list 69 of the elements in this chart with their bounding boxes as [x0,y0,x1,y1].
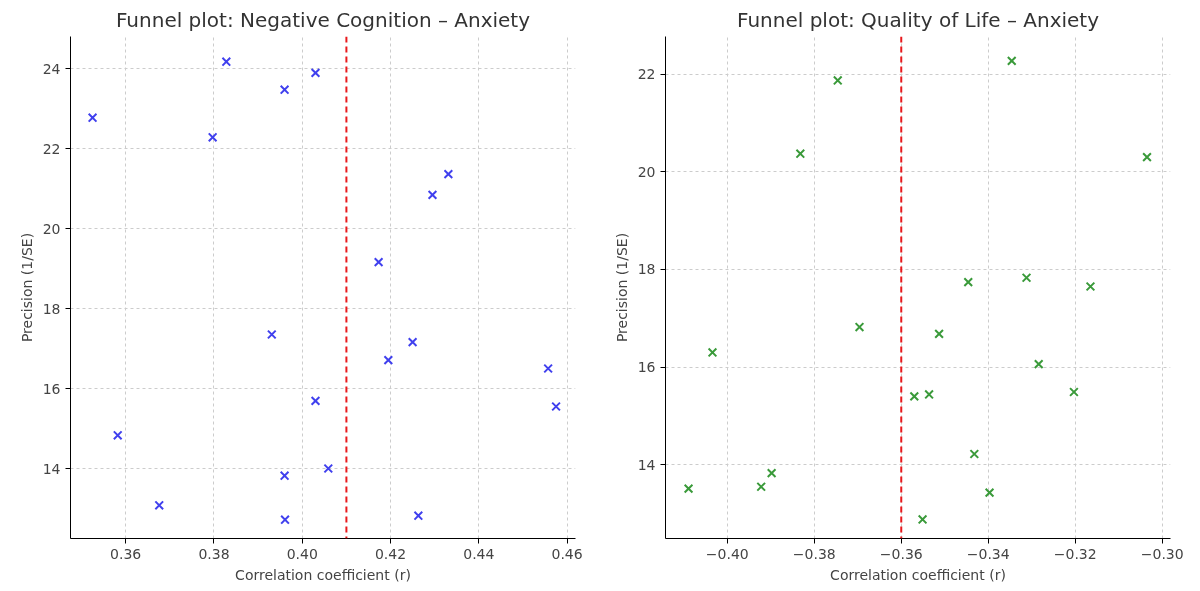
point [221,56,232,67]
point [310,68,321,78]
x-tick-label: 0.44 [463,545,495,562]
point [766,468,777,478]
point [1142,152,1152,163]
x-tick-label: −0.30 [1140,545,1184,562]
point [279,84,290,95]
point [551,401,561,412]
point [707,347,718,358]
y-tick-label: 14 [637,456,656,473]
x-tick-label: −0.32 [1053,545,1097,562]
point [427,190,438,200]
x-tick-label: −0.38 [792,545,836,562]
x-tick-label: −0.40 [705,545,749,562]
point [969,449,980,459]
y-tick-label: 18 [637,261,656,278]
point [207,132,218,143]
point [266,329,277,340]
point [383,355,394,365]
x-tick-label: 0.36 [110,545,142,562]
point [832,75,843,86]
point [963,277,974,288]
y-tick-label: 16 [637,359,656,376]
point [310,396,321,406]
x-tick-label: 0.42 [374,545,407,562]
y-axis-title: Precision (1/SE) [613,232,630,343]
point [1033,359,1044,370]
x-tick-label: 0.46 [551,545,583,562]
point [112,430,123,441]
y-tick-label: 20 [42,220,61,237]
x-tick-label: −0.34 [966,545,1010,562]
point [373,257,384,267]
point [154,500,165,511]
y-tick-label: 20 [637,163,656,180]
y-tick-label: 18 [42,300,61,317]
x-axis-title: Correlation coefficient (r) [235,566,411,583]
x-axis-title: Correlation coefficient (r) [830,566,1006,583]
point [1085,281,1096,292]
x-tick-label: 0.40 [286,545,318,562]
y-tick-label: 14 [42,460,61,477]
y-tick-label: 22 [637,66,656,83]
point [934,329,944,339]
point [756,481,767,492]
point [854,322,865,332]
point [909,391,920,402]
point [413,510,424,521]
x-tick-label: −0.36 [879,545,923,562]
point [323,463,334,474]
point [87,112,98,123]
point [683,483,694,494]
point [984,487,995,498]
point [543,363,554,374]
y-tick-label: 22 [42,140,61,157]
point [1069,387,1079,397]
y-tick-label: 24 [42,60,61,77]
point [924,389,934,400]
point [279,470,290,481]
point [407,337,418,347]
point [1006,56,1017,66]
chart-title: Funnel plot: Negative Cognition – Anxiety [115,7,531,32]
point [280,514,290,525]
point [917,514,928,525]
y-tick-label: 16 [42,380,61,397]
point [443,169,454,179]
chart-title: Funnel plot: Quality of Life – Anxiety [736,7,1100,32]
y-axis-title: Precision (1/SE) [18,232,35,343]
x-tick-label: 0.38 [198,545,230,562]
point [795,148,806,159]
point [1021,272,1032,283]
